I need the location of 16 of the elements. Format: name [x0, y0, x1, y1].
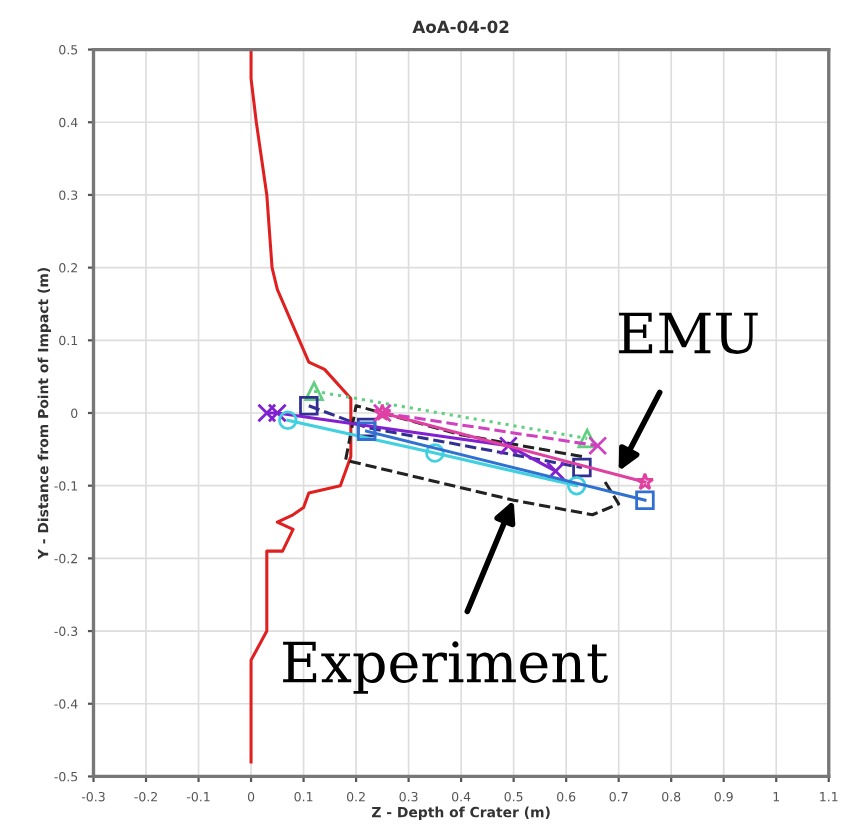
point — [572, 457, 592, 478]
annotation: Experiment — [283, 641, 608, 694]
point — [425, 443, 445, 463]
point — [587, 435, 608, 456]
point — [545, 461, 566, 481]
annotation: EMU — [619, 312, 758, 354]
point — [566, 475, 587, 496]
point — [299, 396, 319, 416]
point — [278, 410, 298, 430]
line-series — [344, 404, 621, 517]
point — [304, 381, 324, 401]
point — [498, 435, 519, 456]
chart-title: AoA-04-02 — [412, 20, 509, 34]
point — [635, 472, 655, 491]
point — [635, 490, 655, 510]
point — [577, 428, 597, 449]
